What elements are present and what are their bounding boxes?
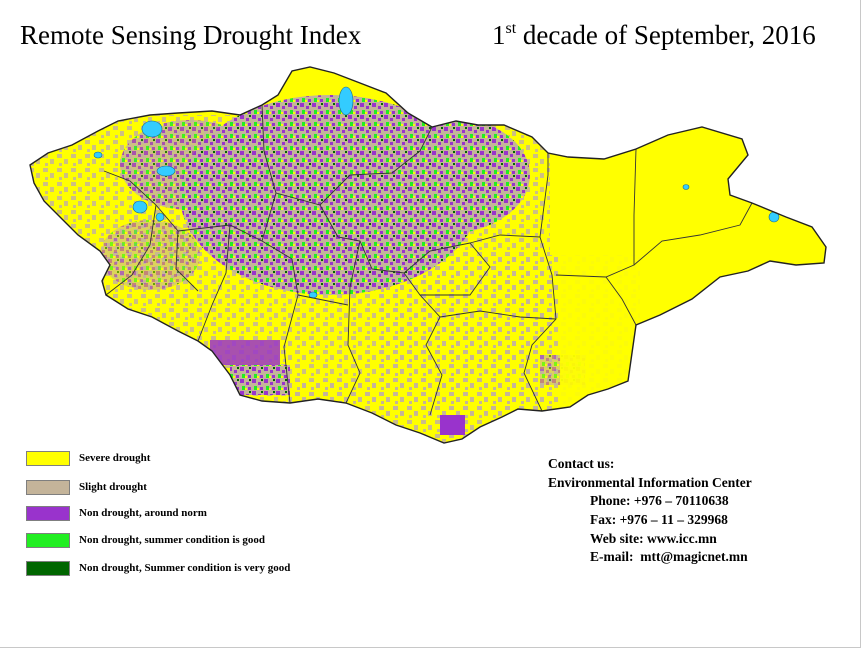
- mongolia-drought-map: [29, 66, 827, 444]
- contact-phone: Phone: +976 – 70110638: [590, 493, 729, 508]
- legend-swatch-very-good: [26, 561, 70, 576]
- contact-fax: Fax: +976 – 11 – 329968: [590, 512, 728, 527]
- legend-swatch-good: [26, 533, 70, 548]
- legend-label-very-good: Non drought, Summer condition is very go…: [79, 562, 291, 574]
- legend-label-good: Non drought, summer condition is good: [79, 534, 266, 546]
- province-borders: [103, 104, 753, 416]
- country-border: [29, 66, 827, 444]
- contact-web[interactable]: Web site: www.icc.mn: [590, 531, 717, 546]
- period-suffix: st: [505, 20, 517, 37]
- legend-swatch-around-norm: [26, 506, 70, 521]
- legend-swatch-slight: [26, 480, 70, 495]
- legend-label-slight: Slight drought: [79, 481, 147, 493]
- period-rest: decade of September, 2016: [516, 20, 816, 50]
- legend-swatch-severe: [26, 451, 70, 466]
- contact-email[interactable]: E-mail: mtt@magicnet.mn: [590, 549, 748, 564]
- legend-label-severe: Severe drought: [79, 452, 151, 464]
- legend-label-around-norm: Non drought, around norm: [79, 507, 207, 519]
- contact-heading: Contact us:: [548, 456, 615, 471]
- map-title: Remote Sensing Drought Index: [20, 20, 362, 50]
- map-period: 1st decade of September, 2016: [492, 20, 816, 51]
- period-ordinal: 1: [492, 20, 506, 50]
- contact-org: Environmental Information Center: [548, 475, 752, 490]
- lakes: [93, 86, 780, 299]
